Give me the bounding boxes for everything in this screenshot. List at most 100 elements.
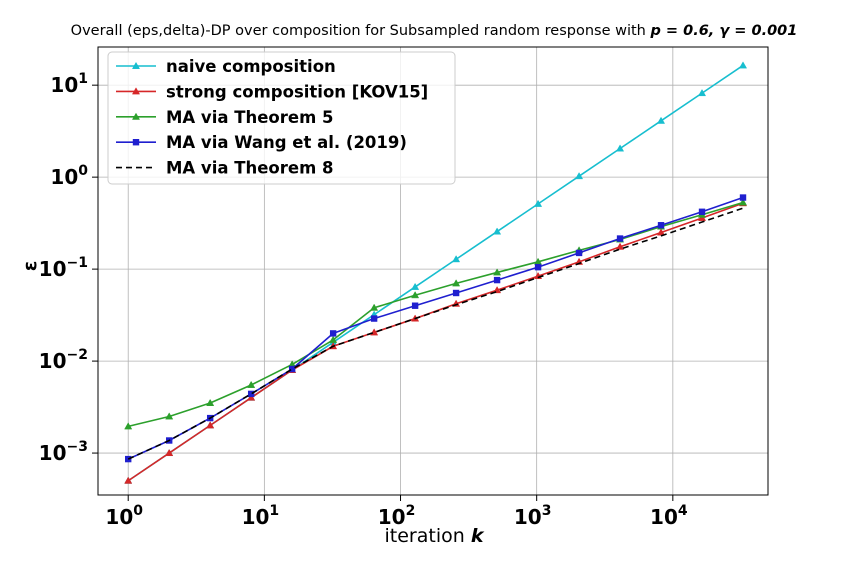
data-point bbox=[616, 235, 624, 242]
chart-title: Overall (eps,delta)-DP over composition … bbox=[71, 23, 798, 39]
data-point bbox=[370, 315, 378, 322]
y-tick-label: 10−1 bbox=[39, 255, 88, 281]
x-tick-label: 103 bbox=[514, 503, 552, 529]
series-line bbox=[127, 207, 744, 460]
data-point bbox=[124, 422, 133, 430]
series-strong-composition-kov15 bbox=[124, 199, 748, 484]
legend-item: MA via Theorem 8 bbox=[116, 159, 334, 178]
y-tick-label-base: 10 bbox=[39, 349, 67, 373]
x-axis-label-var: k bbox=[471, 525, 485, 547]
chart-title-params: p = 0.6, γ = 0.001 bbox=[649, 23, 797, 39]
y-tick-label-exp: −3 bbox=[67, 439, 88, 455]
chart-title-main: Overall (eps,delta)-DP over composition … bbox=[71, 23, 646, 39]
data-point bbox=[452, 289, 460, 297]
legend-item: MA via Wang et al. (2019) bbox=[116, 133, 407, 152]
data-point bbox=[247, 393, 256, 401]
series-line bbox=[127, 202, 744, 482]
y-tick-label-base: 10 bbox=[39, 257, 67, 281]
y-tick-label: 101 bbox=[50, 71, 88, 97]
data-point bbox=[288, 365, 296, 373]
y-tick-label-exp: −2 bbox=[67, 347, 88, 363]
data-point bbox=[738, 61, 748, 69]
legend-item: strong composition [KOV15] bbox=[116, 82, 428, 101]
legend-label: MA via Wang et al. (2019) bbox=[166, 133, 407, 152]
data-point bbox=[697, 89, 707, 97]
x-tick-label: 101 bbox=[242, 503, 280, 529]
x-tick-label-base: 10 bbox=[514, 505, 542, 529]
x-axis-ticks: 100 101 102 103 104 bbox=[105, 495, 688, 529]
x-tick-label: 104 bbox=[650, 503, 688, 529]
data-point bbox=[411, 291, 420, 299]
data-point bbox=[206, 421, 215, 429]
data-point bbox=[329, 330, 337, 337]
series-layer bbox=[124, 61, 748, 484]
series-ma-via-theorem-8 bbox=[127, 207, 744, 460]
y-tick-label-exp: −1 bbox=[67, 255, 88, 271]
plot-frame bbox=[97, 46, 769, 496]
data-point bbox=[657, 222, 665, 229]
data-point bbox=[370, 303, 379, 311]
x-tick-label-exp: 3 bbox=[542, 503, 552, 519]
data-point bbox=[534, 199, 543, 207]
legend-label: MA via Theorem 8 bbox=[166, 159, 334, 178]
legend-item: naive composition bbox=[116, 57, 336, 76]
data-point bbox=[125, 455, 132, 463]
y-tick-label: 100 bbox=[50, 163, 88, 189]
data-point bbox=[698, 208, 706, 215]
legend-swatch-marker bbox=[132, 139, 140, 146]
legend-label: MA via Theorem 5 bbox=[166, 108, 334, 127]
data-point bbox=[452, 255, 461, 263]
legend-swatch-marker bbox=[131, 87, 141, 95]
data-point bbox=[411, 302, 419, 309]
data-point bbox=[738, 198, 748, 206]
data-point bbox=[206, 398, 215, 406]
x-tick-label: 102 bbox=[378, 503, 416, 529]
data-point bbox=[247, 390, 255, 398]
legend-swatch-marker bbox=[131, 61, 141, 69]
y-tick-label-exp: 1 bbox=[78, 71, 88, 87]
y-tick-label: 10−3 bbox=[39, 439, 88, 465]
data-point bbox=[165, 412, 174, 420]
data-point bbox=[493, 268, 502, 276]
series-line bbox=[128, 201, 744, 428]
data-point bbox=[534, 263, 542, 271]
legend-label: naive composition bbox=[166, 57, 336, 76]
data-point bbox=[493, 276, 501, 284]
data-point bbox=[411, 282, 420, 290]
x-tick-label-base: 10 bbox=[105, 505, 133, 529]
legend-swatch-marker bbox=[131, 112, 141, 120]
x-tick-label-base: 10 bbox=[650, 505, 678, 529]
data-point bbox=[616, 242, 625, 250]
x-tick-label-base: 10 bbox=[242, 505, 270, 529]
x-tick-label-base: 10 bbox=[378, 505, 406, 529]
data-point bbox=[657, 116, 666, 124]
y-tick-label-base: 10 bbox=[50, 165, 78, 189]
x-axis-label-text: iteration bbox=[385, 525, 465, 547]
x-tick-label: 100 bbox=[105, 503, 143, 529]
y-tick-label: 10−2 bbox=[39, 347, 88, 373]
x-tick-label-exp: 0 bbox=[133, 503, 143, 519]
data-point bbox=[329, 335, 338, 343]
y-tick-label-exp: 0 bbox=[78, 163, 88, 179]
y-tick-label-base: 10 bbox=[50, 73, 78, 97]
x-tick-label-exp: 4 bbox=[678, 503, 688, 519]
data-point bbox=[247, 380, 256, 388]
data-point bbox=[739, 194, 747, 201]
data-point bbox=[493, 227, 502, 235]
x-tick-label-exp: 1 bbox=[269, 503, 279, 519]
x-tick-label-exp: 2 bbox=[406, 503, 416, 519]
data-point bbox=[165, 448, 174, 457]
legend-item: MA via Theorem 5 bbox=[116, 108, 334, 127]
series-ma-via-theorem-5 bbox=[124, 198, 748, 430]
legend-label: strong composition [KOV15] bbox=[166, 82, 428, 101]
x-axis-label: iteration k bbox=[385, 525, 485, 547]
data-point bbox=[575, 172, 584, 180]
data-point bbox=[575, 249, 583, 257]
legend: naive composition strong composition [KOV… bbox=[107, 51, 456, 185]
y-tick-label-base: 10 bbox=[39, 441, 67, 465]
y-axis-label: ε bbox=[19, 261, 41, 272]
data-point bbox=[124, 476, 133, 484]
